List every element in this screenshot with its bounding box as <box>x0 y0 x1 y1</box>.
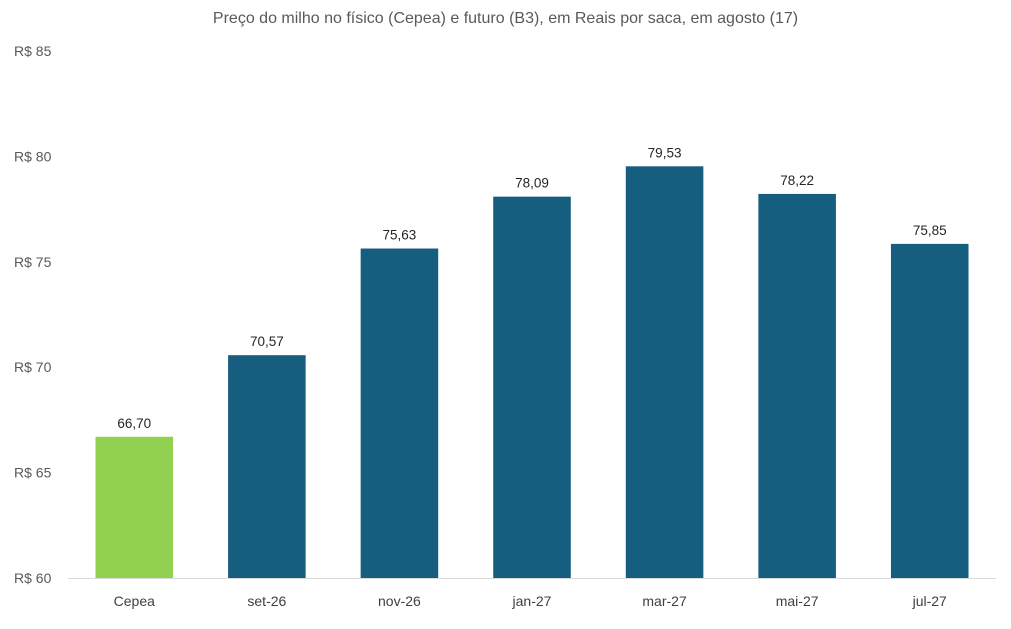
y-axis-ticks: R$ 60 R$ 65 R$ 70 R$ 75 R$ 80 R$ 85 <box>14 43 52 586</box>
x-tick-label: jan-27 <box>512 593 552 609</box>
data-labels: 66,70 70,57 75,63 78,09 79,53 78,22 75,85 <box>117 145 946 430</box>
data-label: 78,09 <box>515 176 549 191</box>
bar-cepea <box>95 436 174 578</box>
x-tick-label: mar-27 <box>642 593 687 609</box>
x-tick-label: Cepea <box>114 593 155 609</box>
y-tick-label: R$ 85 <box>14 43 52 59</box>
data-label: 78,22 <box>780 173 814 188</box>
chart-title: Preço do milho no físico (Cepea) e futur… <box>212 10 799 27</box>
data-label: 70,57 <box>250 334 284 349</box>
x-tick-label: jul-27 <box>912 593 947 609</box>
bars <box>95 166 969 579</box>
y-tick-label: R$ 70 <box>14 359 52 375</box>
data-label: 75,85 <box>913 223 947 238</box>
x-tick-label: mai-27 <box>776 593 819 609</box>
bar-jul-27 <box>890 243 969 578</box>
x-tick-label: nov-26 <box>378 593 421 609</box>
data-label: 66,70 <box>117 416 151 431</box>
bar-mar-27 <box>625 166 704 578</box>
y-tick-label: R$ 60 <box>14 570 52 586</box>
x-tick-label: set-26 <box>247 593 286 609</box>
y-tick-label: R$ 80 <box>14 148 52 164</box>
bar-jan-27 <box>493 196 571 579</box>
data-label: 79,53 <box>648 145 682 160</box>
bar-mai-27 <box>758 193 836 578</box>
y-tick-label: R$ 65 <box>14 465 52 481</box>
data-label: 75,63 <box>383 228 417 243</box>
y-tick-label: R$ 75 <box>14 254 52 270</box>
bar-set-26 <box>228 355 306 578</box>
bar-nov-26 <box>360 248 439 579</box>
x-axis-labels: Cepea set-26 nov-26 jan-27 mar-27 mai-27 jul-2… <box>114 593 947 609</box>
